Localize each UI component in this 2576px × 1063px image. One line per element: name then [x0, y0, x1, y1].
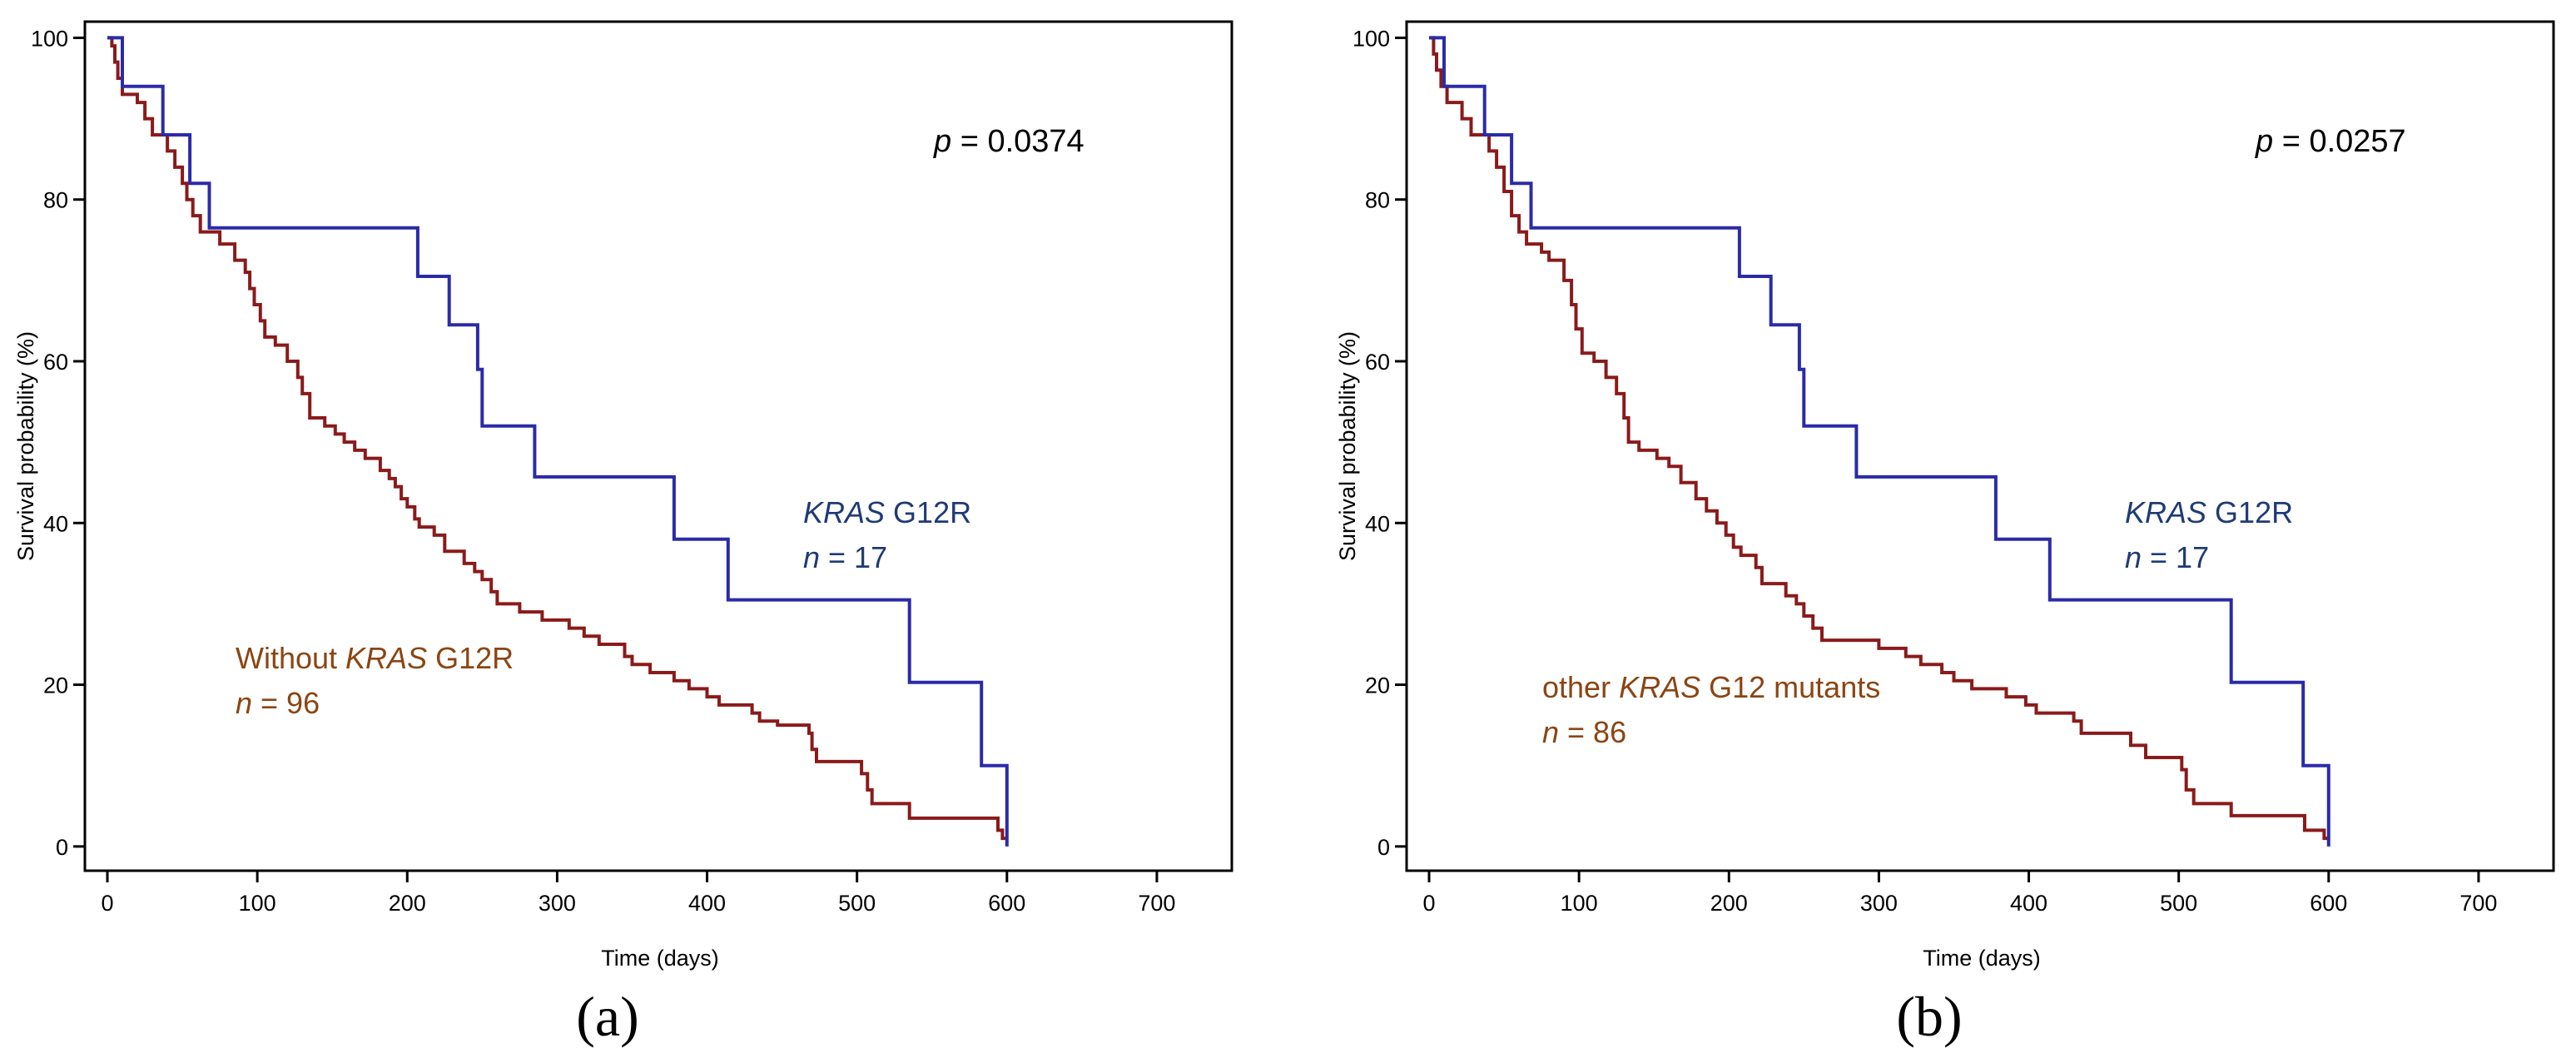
x-tick-label-0: 0 [1423, 891, 1436, 916]
x-tick-label-300: 300 [539, 891, 576, 916]
panel-label-a: (a) [576, 985, 639, 1048]
x-axis-title-a: Time (days) [601, 946, 719, 971]
survival-curve-kras-g12r-a [107, 36, 1009, 847]
annotation-other-a: Without KRAS G12R [236, 641, 514, 675]
x-tick-label-300: 300 [1860, 891, 1898, 916]
y-tick-label-20: 20 [43, 673, 68, 698]
x-tick-label-400: 400 [688, 891, 726, 916]
x-tick-label-200: 200 [1710, 891, 1748, 916]
y-tick-label-80: 80 [1365, 188, 1390, 213]
p-value-a: p = 0.0374 [933, 124, 1085, 159]
annotation-other-b: other KRAS G12 mutants [1542, 670, 1880, 704]
chart-panel-b: 0 100 200 300 400 500 600 700 0 20 40 60 80 100 Time (… [1322, 0, 2576, 1063]
x-tick-label-100: 100 [1561, 891, 1598, 916]
y-tick-label-100: 100 [1353, 26, 1390, 51]
y-axis-title-b: Survival probability (%) [1335, 331, 1360, 561]
annotation-other-n-b: n = 86 [1542, 715, 1626, 749]
chart-panel-a: 0 100 200 300 400 500 600 700 0 20 40 60 80 100 Time (… [13, 20, 1233, 1048]
y-tick-label-100: 100 [31, 26, 68, 51]
y-tick-label-60: 60 [1365, 350, 1390, 375]
chart-svg-a: 0 100 200 300 400 500 600 700 0 20 40 60 80 100 Time (… [13, 20, 1233, 971]
x-tick-label-600: 600 [2310, 891, 2347, 916]
plot-frame-a [83, 20, 1233, 872]
survival-curve-without-kras-g12r-a [107, 36, 1007, 841]
annotation-kras-g12r-n-a: n = 17 [803, 540, 887, 574]
survival-curve-other-kras-g12-mutants-b [1429, 36, 2329, 841]
y-axis-title-a: Survival probability (%) [13, 331, 38, 561]
x-tick-label-0: 0 [102, 891, 114, 916]
annotation-other-n-a: n = 96 [236, 686, 320, 720]
x-tick-label-700: 700 [1138, 891, 1175, 916]
y-tick-label-20: 20 [1365, 673, 1390, 698]
y-tick-label-0: 0 [56, 835, 68, 860]
survival-curve-kras-g12r-b [1429, 36, 2330, 847]
x-tick-label-200: 200 [389, 891, 426, 916]
annotation-kras-g12r-b: KRAS G12R [2125, 495, 2293, 529]
x-tick-label-500: 500 [838, 891, 876, 916]
p-value-b: p = 0.0257 [2255, 124, 2406, 159]
y-tick-label-60: 60 [43, 350, 68, 375]
chart-svg-b: 0 100 200 300 400 500 600 700 0 20 40 60 80 100 Time (… [1335, 20, 2555, 971]
x-tick-label-600: 600 [988, 891, 1025, 916]
x-tick-label-700: 700 [2459, 891, 2497, 916]
annotation-kras-g12r-a: KRAS G12R [803, 495, 971, 529]
x-tick-label-100: 100 [239, 891, 276, 916]
y-tick-label-40: 40 [1365, 511, 1390, 536]
y-tick-label-80: 80 [43, 188, 68, 213]
panel-label-b: (b) [1896, 985, 1963, 1048]
y-tick-label-0: 0 [1377, 835, 1390, 860]
x-tick-label-500: 500 [2160, 891, 2197, 916]
y-tick-label-40: 40 [43, 511, 68, 536]
plot-frame-b [1405, 20, 2555, 872]
x-tick-label-400: 400 [2010, 891, 2047, 916]
annotation-kras-g12r-n-b: n = 17 [2125, 540, 2209, 574]
x-axis-title-b: Time (days) [1923, 946, 2041, 971]
